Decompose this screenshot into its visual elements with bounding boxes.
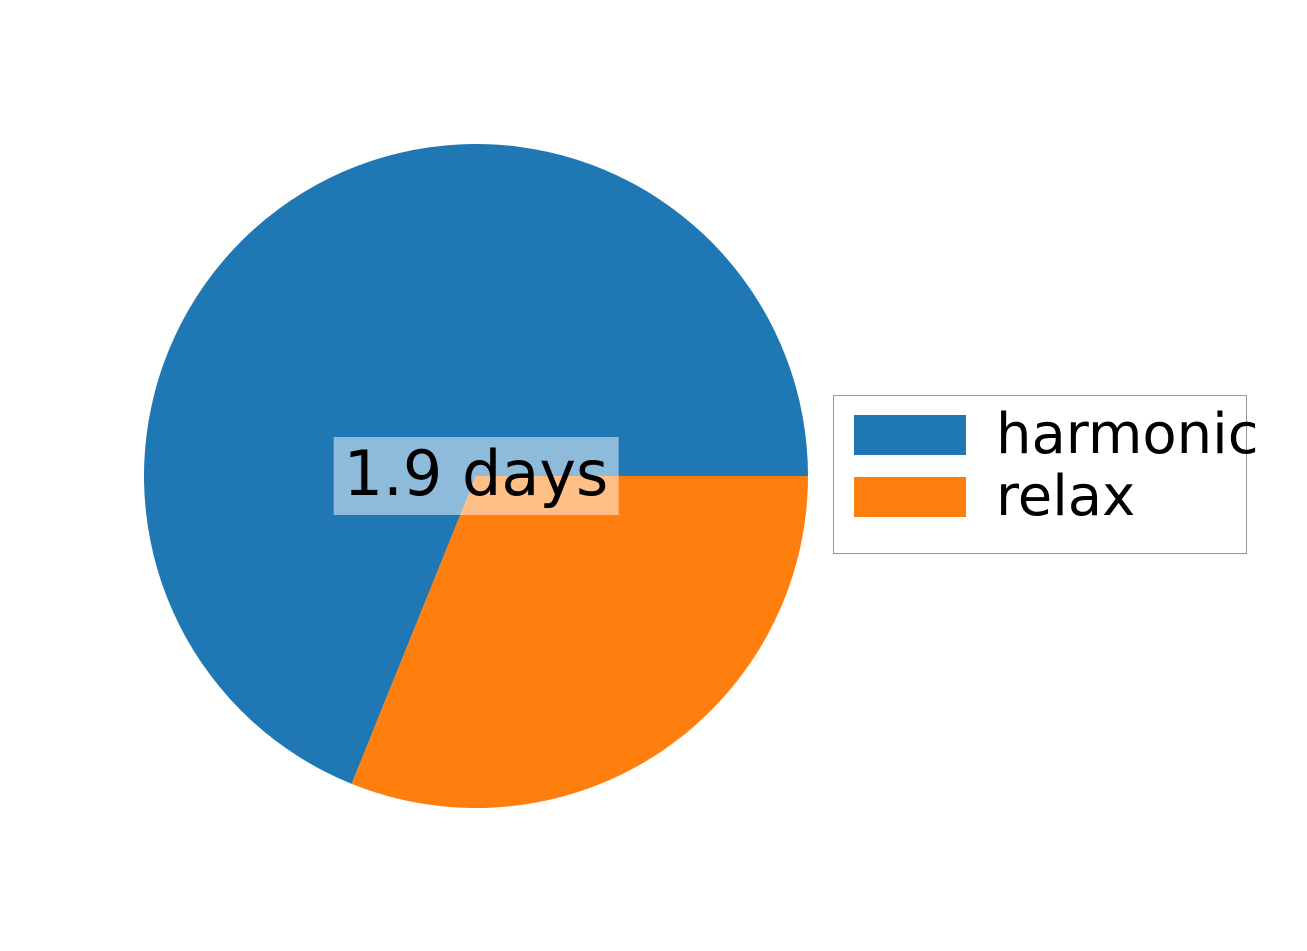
pie-wedge-group [143,144,808,809]
pie-wedge-relax[interactable] [351,476,808,809]
legend-item-relax[interactable]: relax [854,469,1135,525]
legend-label-relax: relax [996,464,1136,529]
legend-swatch-relax [854,477,966,517]
legend-label-harmonic: harmonic [996,402,1259,467]
legend: harmonic relax [833,395,1259,554]
legend-item-harmonic[interactable]: harmonic [854,407,1259,463]
legend-swatch-harmonic [854,415,966,455]
